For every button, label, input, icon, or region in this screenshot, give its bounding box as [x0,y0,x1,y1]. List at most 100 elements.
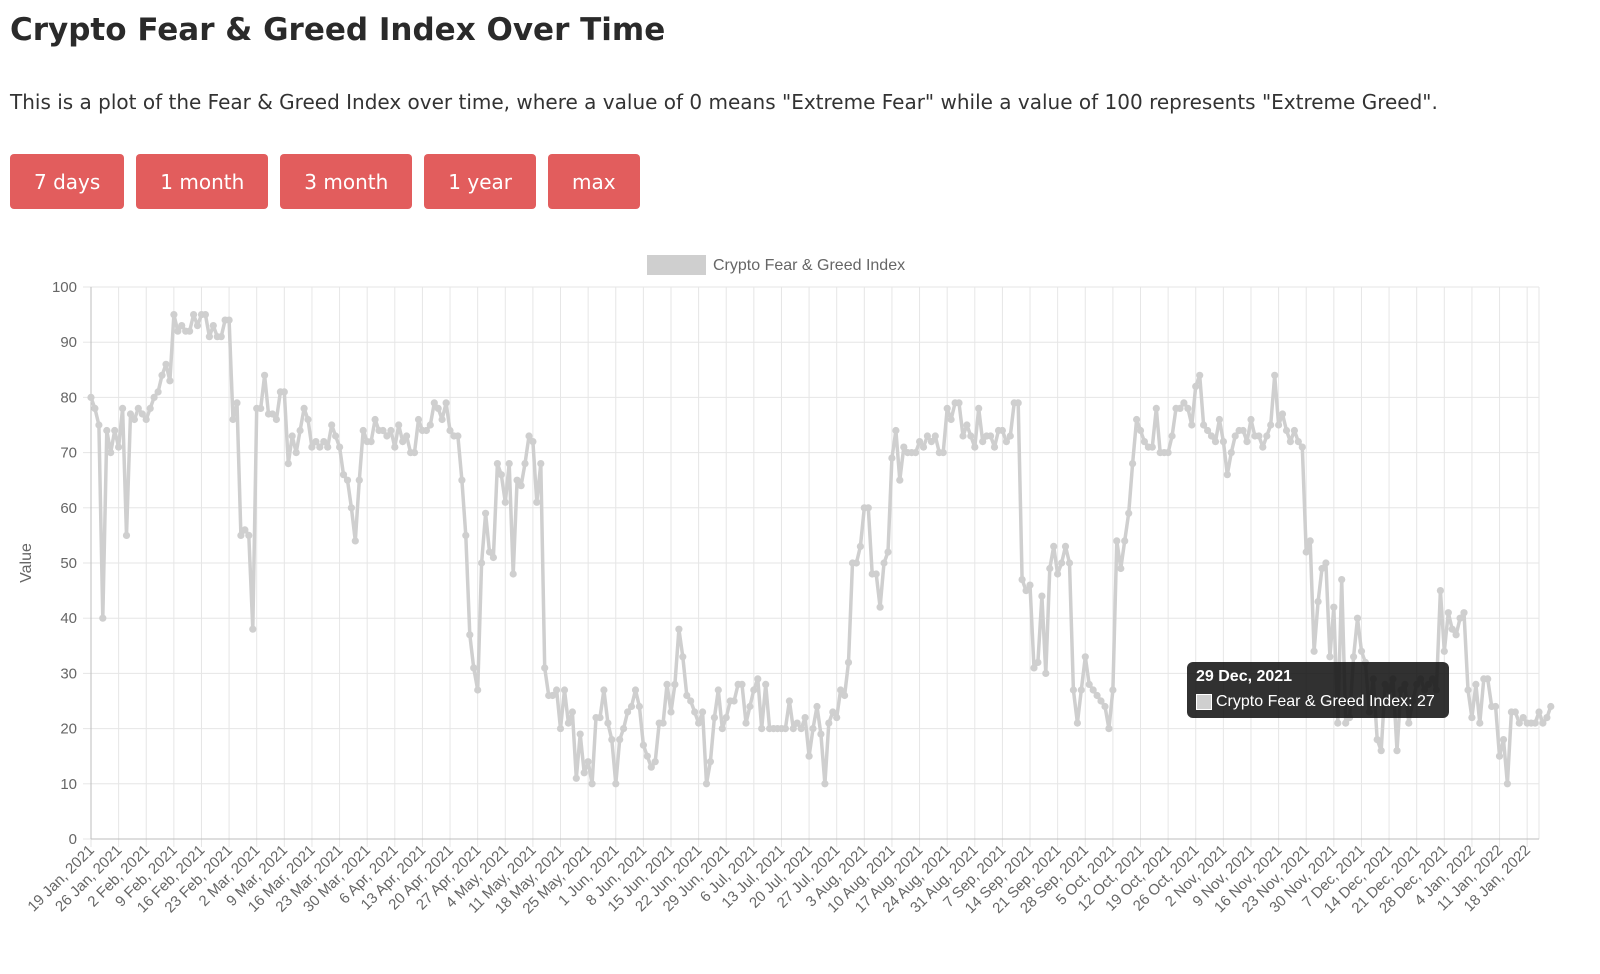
data-point [1101,702,1109,711]
data-point [596,714,604,722]
data-point [1184,404,1192,412]
data-point [963,421,971,429]
data-point [1089,686,1097,694]
data-point [241,526,249,534]
data-point [1085,680,1093,688]
data-point [1503,780,1511,788]
data-point [119,404,127,412]
data-point [1353,614,1362,622]
data-point [722,714,730,722]
data-point [1302,548,1310,556]
data-point [1334,719,1342,727]
data-point [1255,432,1263,440]
range-1-year-button[interactable]: 1 year [424,154,536,209]
data-point [979,438,987,446]
data-point [134,404,142,412]
data-point [1164,449,1172,457]
data-point [1042,669,1050,677]
data-point [324,443,332,451]
data-point [872,570,880,578]
data-point [1054,570,1062,578]
data-point [793,719,801,727]
data-point [1109,686,1117,694]
data-point [257,404,265,412]
data-point [245,531,253,539]
data-point [1215,415,1223,424]
data-point [170,311,178,319]
data-point [568,708,577,716]
data-point [616,736,624,744]
data-point [651,758,659,766]
data-point [154,388,162,396]
data-point [1294,438,1302,446]
data-point [659,719,667,727]
data-point [1515,719,1523,727]
data-point [1207,432,1216,440]
data-point [525,432,533,440]
data-point [801,714,809,722]
range-7-days-button[interactable]: 7 days [10,154,125,209]
data-point [1026,581,1034,589]
data-point [1452,631,1460,639]
data-point [639,741,648,749]
data-point [1267,421,1275,429]
data-point [584,758,592,766]
data-point [87,393,95,401]
data-point [1073,719,1081,727]
data-point [482,509,490,517]
data-point [178,322,186,330]
data-point [671,680,679,688]
data-point [876,603,884,611]
data-point [434,404,442,412]
data-point [193,322,202,330]
data-point [588,780,596,788]
data-point [174,327,182,335]
data-point [1377,747,1385,755]
data-point [339,471,348,479]
data-point [884,548,892,556]
data-point [805,752,813,760]
data-point [844,658,853,666]
data-point [943,404,951,412]
data-point [643,752,651,760]
data-point [1314,598,1322,606]
data-point [146,404,154,412]
range-1-month-button[interactable]: 1 month [136,154,269,209]
data-point [1448,625,1456,633]
data-point [442,399,450,407]
data-point [1263,432,1271,440]
data-point [466,631,474,639]
data-point [517,482,525,490]
data-point [1038,592,1046,600]
data-point [1006,432,1014,440]
data-point [813,702,821,711]
data-point [201,311,209,319]
data-point [896,476,904,484]
data-point [635,702,644,711]
data-point [1136,426,1145,435]
data-point [438,415,446,424]
data-point [1014,399,1022,407]
tooltip-text: Crypto Fear & Greed Index: 27 [1216,693,1435,710]
data-point [931,432,939,440]
legend[interactable]: Crypto Fear & Greed Index [647,255,905,275]
data-point [990,443,999,451]
data-point [1373,736,1381,744]
data-point [706,758,715,766]
y-tick-label: 100 [52,279,77,296]
data-point [1330,603,1338,611]
data-point [856,542,865,550]
data-point [336,443,344,451]
range-3-month-button[interactable]: 3 month [280,154,413,209]
data-point [919,443,928,451]
data-point [1326,653,1334,661]
y-tick-label: 50 [60,555,77,572]
data-point [485,548,494,556]
data-point [939,449,947,457]
range-max-button[interactable]: max [548,154,640,209]
data-point [560,686,569,694]
data-point [320,438,328,446]
data-point [1018,576,1026,584]
data-point [505,460,513,468]
